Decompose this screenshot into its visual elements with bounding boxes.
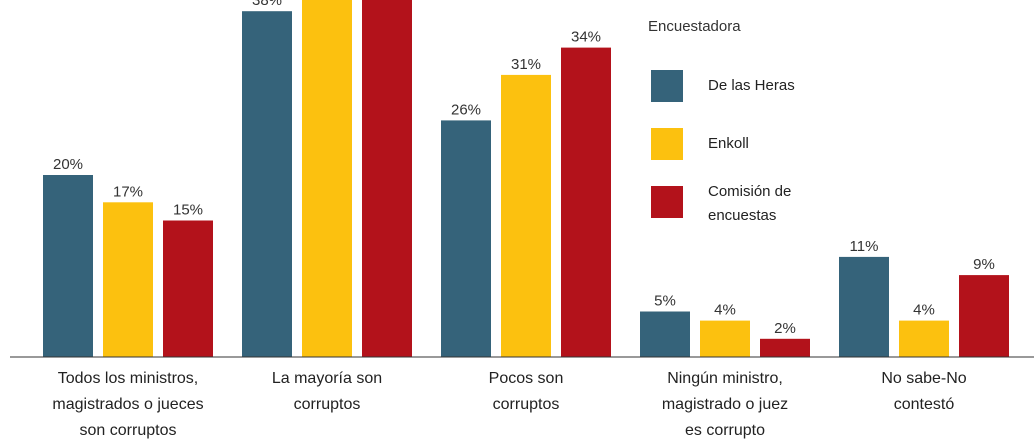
x-tick-label: Todos los ministros, magistrados o juece… bbox=[52, 370, 204, 439]
bar bbox=[501, 74, 551, 358]
bar bbox=[43, 175, 93, 357]
legend-swatch bbox=[651, 70, 683, 102]
legend-swatch bbox=[651, 128, 683, 160]
bar bbox=[640, 311, 690, 357]
data-label: 9% bbox=[973, 256, 995, 273]
data-label: 20% bbox=[53, 156, 83, 173]
data-label: 5% bbox=[654, 293, 676, 310]
legend-title: Encuestadora bbox=[648, 18, 741, 35]
bar bbox=[700, 320, 750, 357]
data-label: 11% bbox=[850, 238, 879, 255]
bar bbox=[760, 338, 810, 357]
bar bbox=[163, 220, 213, 357]
bar bbox=[302, 0, 352, 358]
x-tick-label: Ningún ministro, magistrado o juez es co… bbox=[661, 370, 789, 439]
bar bbox=[899, 320, 949, 357]
bar bbox=[561, 47, 611, 357]
x-tick-label: Pocos son corruptos bbox=[488, 370, 564, 413]
bar bbox=[242, 11, 292, 357]
bar bbox=[103, 202, 153, 357]
bar bbox=[839, 256, 889, 357]
data-label: 31% bbox=[511, 56, 541, 73]
data-label: 4% bbox=[913, 302, 935, 319]
data-label: 38% bbox=[252, 0, 282, 9]
data-label: 26% bbox=[451, 101, 481, 118]
legend-label: Enkoll bbox=[708, 135, 749, 152]
legend-label: De las Heras bbox=[708, 77, 795, 94]
bar bbox=[441, 120, 491, 358]
data-label: 2% bbox=[774, 320, 796, 337]
data-label: 4% bbox=[714, 302, 736, 319]
x-tick-label: No sabe-No contestó bbox=[881, 370, 967, 413]
legend-label: Comisión de encuestas bbox=[708, 183, 792, 224]
legend-swatch bbox=[651, 186, 683, 218]
data-label: 15% bbox=[173, 202, 203, 219]
data-label: 34% bbox=[571, 29, 601, 46]
x-tick-label: La mayoría son corruptos bbox=[271, 370, 383, 413]
bar bbox=[362, 0, 412, 358]
data-label: 17% bbox=[113, 183, 143, 200]
bar bbox=[959, 275, 1009, 357]
